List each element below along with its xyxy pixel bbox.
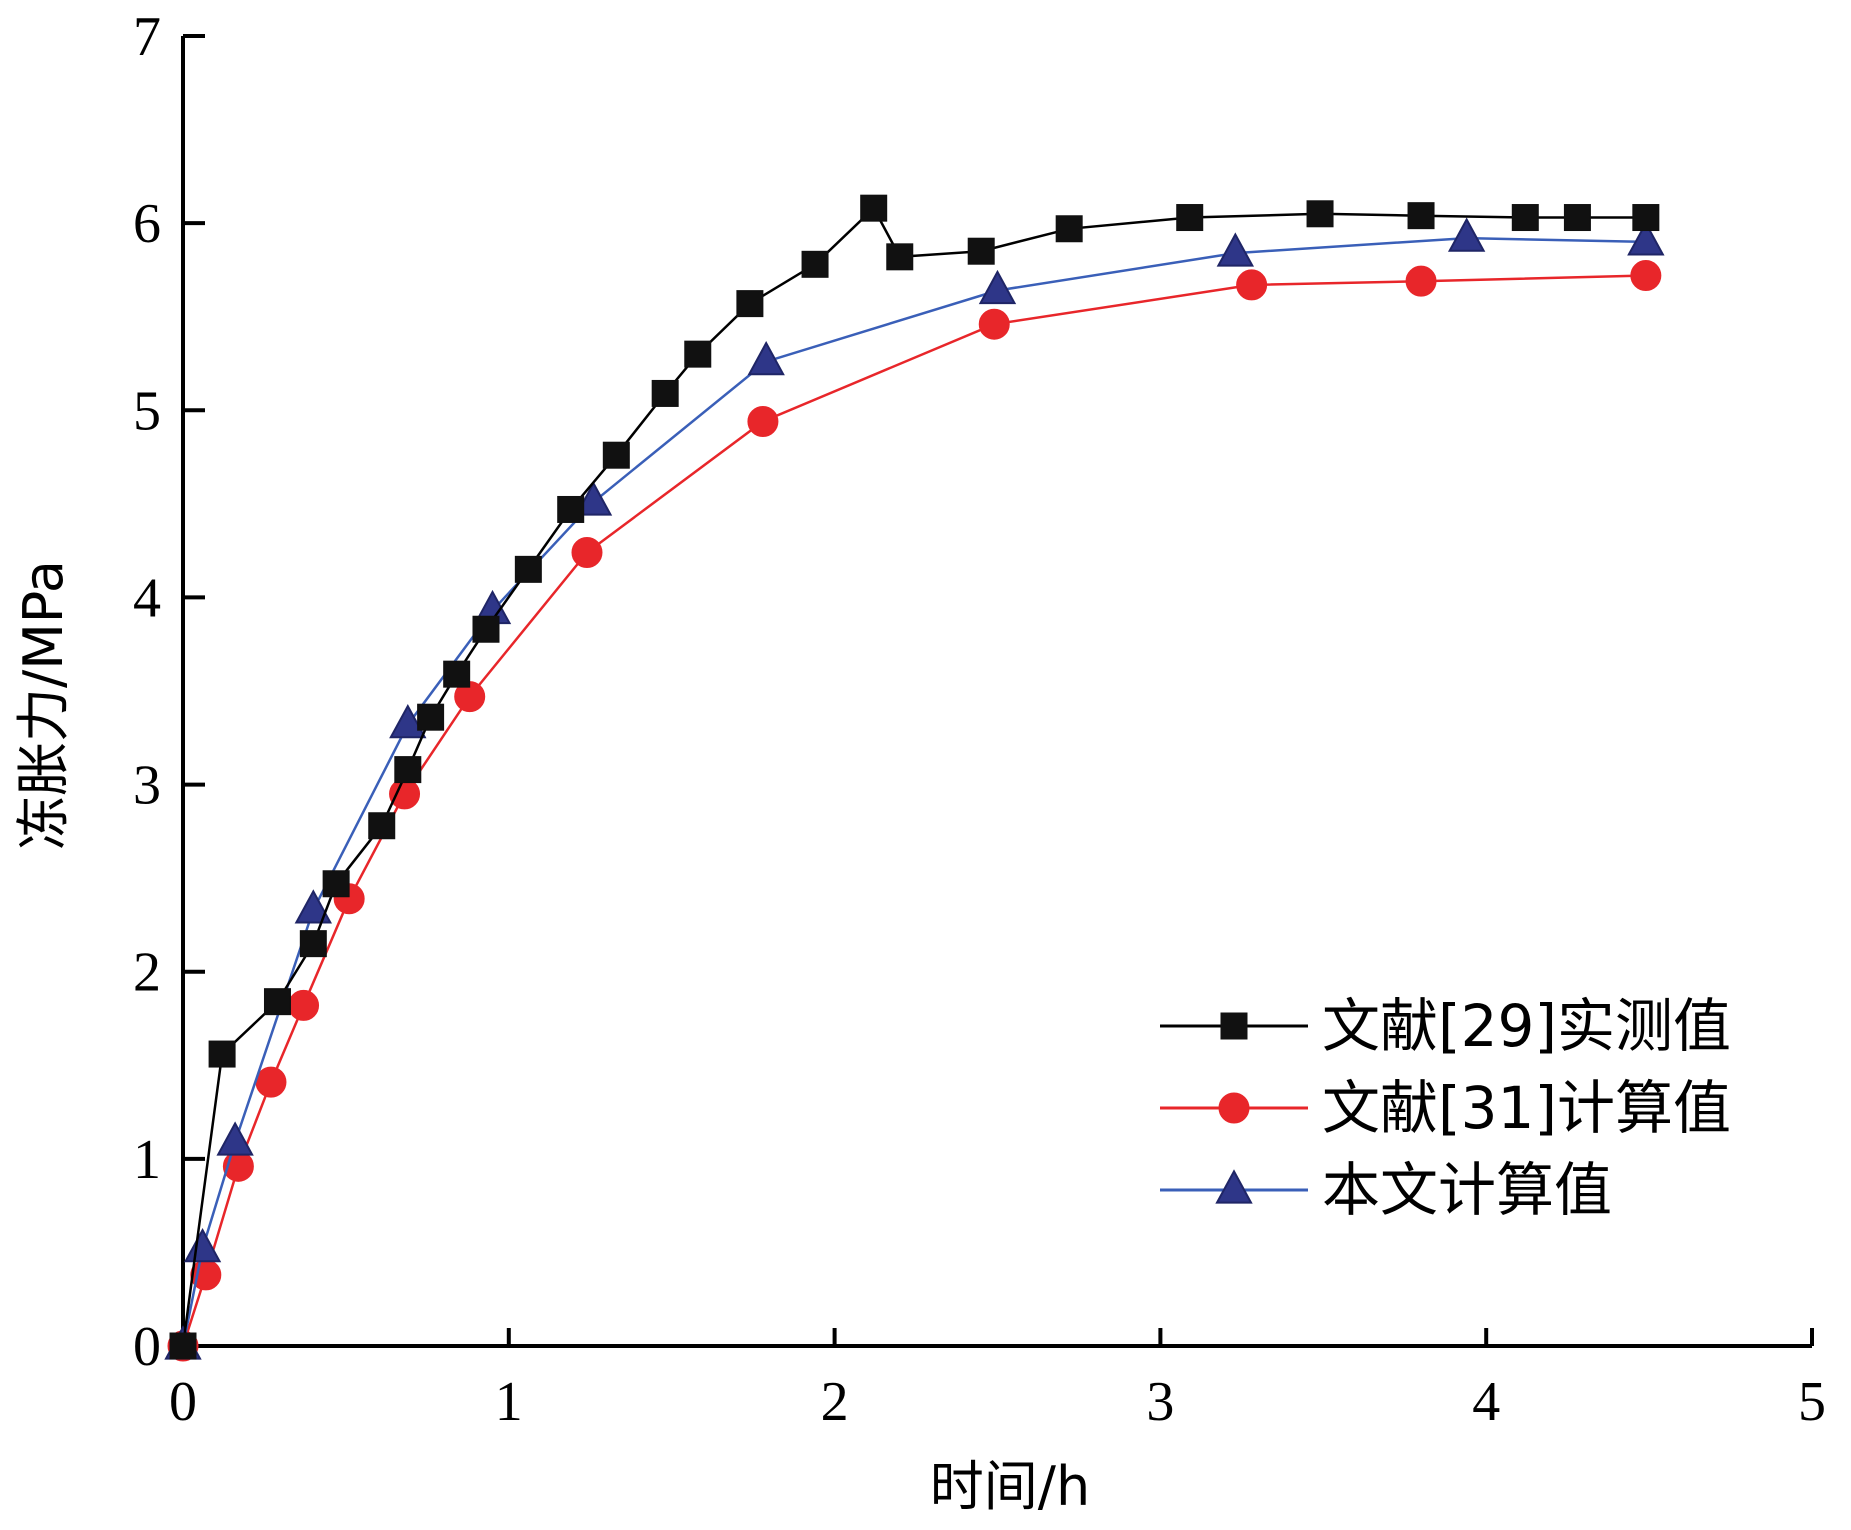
data-point-ref31-calc <box>288 989 320 1021</box>
x-tick-label: 4 <box>1472 1371 1500 1433</box>
data-point-ref31-calc <box>571 537 603 569</box>
data-point-this-paper-calc <box>747 340 785 376</box>
y-tick-label: 2 <box>133 942 161 1004</box>
x-tick-label: 0 <box>169 1371 197 1433</box>
series-measured <box>169 194 1660 1360</box>
x-tick-label: 1 <box>495 1371 523 1433</box>
x-tick-label: 2 <box>821 1371 849 1433</box>
y-tick-label: 6 <box>133 193 161 255</box>
data-point-measured <box>417 703 445 731</box>
data-point-measured <box>322 870 350 898</box>
y-tick-label: 1 <box>133 1129 161 1191</box>
y-tick-label: 3 <box>133 755 161 817</box>
legend-marker-triangle <box>1215 1169 1253 1204</box>
data-point-ref31-calc <box>1630 260 1662 292</box>
data-point-measured <box>1055 215 1083 243</box>
legend-item-ref31-calc: 文献[31]计算值 <box>1160 1074 1731 1142</box>
data-point-measured <box>1407 202 1435 230</box>
legend-label: 文献[29]实测值 <box>1322 992 1731 1060</box>
y-tick-label: 0 <box>133 1316 161 1378</box>
data-point-measured <box>1176 204 1204 232</box>
data-point-measured <box>208 1040 236 1068</box>
series-line-this-paper-calc <box>181 236 1646 1347</box>
y-tick-label: 5 <box>133 380 161 442</box>
data-point-measured <box>886 243 914 271</box>
data-point-this-paper-calc <box>183 1227 222 1263</box>
data-point-measured <box>169 1332 197 1360</box>
data-point-this-paper-calc <box>216 1121 254 1156</box>
data-point-this-paper-calc <box>1216 232 1255 267</box>
data-point-measured <box>651 379 679 407</box>
data-point-ref31-calc <box>747 406 779 438</box>
legend-marker-circle <box>1218 1092 1250 1124</box>
data-point-measured <box>299 930 327 958</box>
data-point-measured <box>443 660 471 688</box>
data-point-measured <box>557 495 585 523</box>
data-point-measured <box>1306 200 1334 228</box>
data-point-this-paper-calc <box>389 703 427 739</box>
data-point-measured <box>736 290 764 318</box>
y-axis-title: 冻胀力/MPa <box>12 560 75 850</box>
x-tick-label: 5 <box>1798 1371 1826 1433</box>
data-point-ref31-calc <box>389 778 421 810</box>
legend-item-measured: 文献[29]实测值 <box>1160 992 1731 1060</box>
data-point-this-paper-calc <box>1447 217 1486 252</box>
legend-marker-square <box>1220 1012 1248 1040</box>
data-point-ref31-calc <box>1236 269 1268 301</box>
data-point-measured <box>368 812 396 840</box>
legend-label: 本文计算值 <box>1322 1156 1612 1224</box>
data-point-measured <box>801 250 829 278</box>
data-point-measured <box>684 340 712 368</box>
data-point-this-paper-calc <box>978 269 1017 305</box>
x-axis-title: 时间/h <box>930 1455 1090 1518</box>
series-layer <box>164 194 1665 1362</box>
x-tick-label: 3 <box>1146 1371 1174 1433</box>
data-point-ref31-calc <box>255 1066 287 1098</box>
data-point-measured <box>394 756 422 784</box>
data-point-measured <box>860 194 888 222</box>
data-point-measured <box>514 555 542 583</box>
data-point-this-paper-calc <box>294 889 333 924</box>
y-ticks: 0 1 2 3 4 5 6 7 <box>133 6 205 1378</box>
data-point-this-paper-calc <box>1627 221 1665 256</box>
data-point-measured <box>472 615 500 643</box>
data-point-measured <box>602 441 630 469</box>
data-point-measured <box>263 988 291 1016</box>
axes: 0 1 2 3 4 5 0 1 2 3 4 5 6 7 <box>133 6 1826 1433</box>
data-point-measured <box>1563 204 1591 232</box>
x-ticks: 0 1 2 3 4 5 <box>169 1328 1826 1433</box>
legend-label: 文献[31]计算值 <box>1322 1074 1731 1142</box>
data-point-measured <box>967 237 995 265</box>
y-tick-label: 4 <box>133 567 161 629</box>
data-point-measured <box>1632 204 1660 232</box>
data-point-ref31-calc <box>1405 265 1437 297</box>
y-tick-label: 7 <box>133 6 161 68</box>
legend-item-this-paper-calc: 本文计算值 <box>1160 1156 1612 1224</box>
data-point-measured <box>1511 204 1539 232</box>
data-point-this-paper-calc <box>574 481 613 516</box>
data-point-ref31-calc <box>978 308 1010 340</box>
